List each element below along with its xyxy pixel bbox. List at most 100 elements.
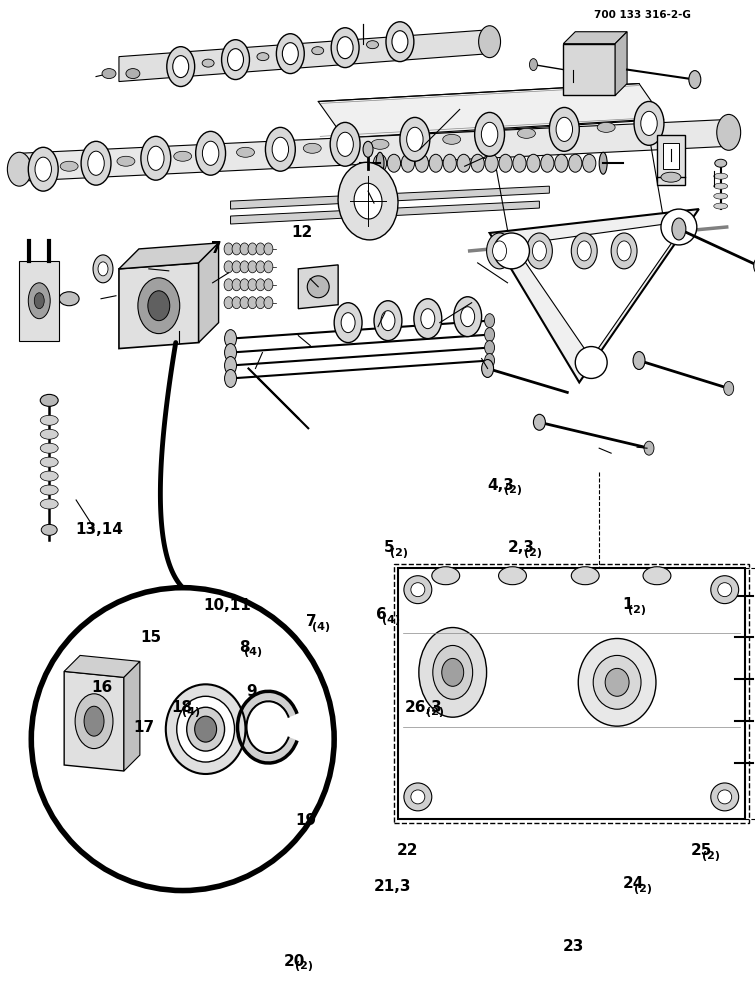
Polygon shape	[20, 261, 59, 341]
Ellipse shape	[354, 183, 382, 219]
Ellipse shape	[232, 279, 241, 291]
Ellipse shape	[338, 162, 398, 240]
Ellipse shape	[392, 31, 408, 53]
Ellipse shape	[407, 127, 423, 151]
Polygon shape	[119, 30, 490, 82]
Ellipse shape	[401, 154, 414, 172]
Ellipse shape	[138, 278, 180, 334]
Ellipse shape	[482, 122, 497, 146]
Ellipse shape	[432, 645, 472, 699]
Ellipse shape	[248, 243, 257, 255]
Ellipse shape	[661, 172, 681, 182]
Ellipse shape	[482, 360, 494, 377]
Ellipse shape	[42, 524, 57, 535]
Ellipse shape	[224, 243, 233, 255]
Ellipse shape	[224, 279, 233, 291]
Ellipse shape	[432, 567, 460, 585]
Ellipse shape	[272, 137, 289, 161]
Ellipse shape	[256, 279, 265, 291]
Ellipse shape	[376, 152, 384, 174]
Ellipse shape	[641, 111, 657, 135]
Text: 7: 7	[211, 241, 222, 256]
Ellipse shape	[429, 154, 442, 172]
Text: 4,3: 4,3	[487, 478, 514, 493]
Text: 15: 15	[141, 630, 162, 645]
Ellipse shape	[485, 154, 498, 172]
Text: 19: 19	[295, 813, 316, 828]
Text: 700 133 316-2-G: 700 133 316-2-G	[593, 10, 690, 20]
Ellipse shape	[337, 132, 353, 156]
Ellipse shape	[240, 297, 249, 309]
Ellipse shape	[126, 69, 140, 79]
Polygon shape	[490, 209, 699, 382]
Ellipse shape	[717, 114, 741, 150]
Ellipse shape	[225, 369, 237, 387]
Ellipse shape	[487, 233, 513, 269]
Ellipse shape	[265, 127, 296, 171]
Ellipse shape	[224, 297, 233, 309]
Ellipse shape	[498, 567, 526, 585]
Text: 17: 17	[133, 720, 154, 735]
Ellipse shape	[723, 381, 733, 395]
Ellipse shape	[224, 261, 233, 273]
Circle shape	[404, 783, 432, 811]
Circle shape	[717, 583, 732, 597]
Ellipse shape	[479, 26, 500, 58]
Text: 12: 12	[291, 225, 313, 240]
Ellipse shape	[28, 283, 50, 319]
Circle shape	[575, 347, 607, 378]
Ellipse shape	[84, 706, 104, 736]
Ellipse shape	[228, 49, 243, 71]
Ellipse shape	[264, 261, 273, 273]
Ellipse shape	[248, 261, 257, 273]
Polygon shape	[231, 186, 550, 209]
Text: (2): (2)	[426, 707, 445, 717]
Ellipse shape	[232, 261, 241, 273]
Ellipse shape	[240, 261, 249, 273]
Ellipse shape	[40, 499, 58, 509]
Text: 22: 22	[397, 843, 418, 858]
Ellipse shape	[714, 193, 728, 199]
Text: 6: 6	[376, 607, 387, 622]
Ellipse shape	[237, 147, 255, 157]
Ellipse shape	[714, 203, 728, 209]
Ellipse shape	[363, 141, 373, 157]
Ellipse shape	[222, 40, 249, 80]
Ellipse shape	[202, 59, 214, 67]
Ellipse shape	[195, 716, 217, 742]
Text: (2): (2)	[503, 485, 522, 495]
Text: 8: 8	[239, 640, 249, 655]
Ellipse shape	[282, 43, 299, 65]
Ellipse shape	[672, 218, 686, 240]
Text: (2): (2)	[628, 605, 646, 615]
Ellipse shape	[605, 668, 629, 696]
Ellipse shape	[532, 241, 547, 261]
Ellipse shape	[373, 154, 386, 172]
Ellipse shape	[187, 707, 225, 751]
Ellipse shape	[225, 357, 237, 374]
Ellipse shape	[81, 141, 111, 185]
Polygon shape	[119, 243, 218, 269]
Circle shape	[404, 576, 432, 604]
Ellipse shape	[572, 567, 600, 585]
Ellipse shape	[443, 154, 457, 172]
Ellipse shape	[232, 297, 241, 309]
Polygon shape	[657, 135, 685, 185]
Ellipse shape	[386, 22, 414, 62]
Ellipse shape	[644, 441, 654, 455]
Polygon shape	[513, 221, 687, 359]
Text: 7: 7	[306, 614, 317, 629]
Text: 16: 16	[91, 680, 113, 695]
Ellipse shape	[485, 328, 494, 342]
Ellipse shape	[600, 152, 607, 174]
Ellipse shape	[550, 107, 579, 151]
Ellipse shape	[75, 694, 113, 749]
Ellipse shape	[8, 152, 31, 186]
Polygon shape	[563, 44, 615, 95]
Ellipse shape	[617, 241, 631, 261]
Ellipse shape	[148, 291, 170, 321]
Ellipse shape	[331, 28, 359, 68]
Polygon shape	[615, 32, 627, 95]
Ellipse shape	[534, 414, 545, 430]
Ellipse shape	[578, 638, 656, 726]
